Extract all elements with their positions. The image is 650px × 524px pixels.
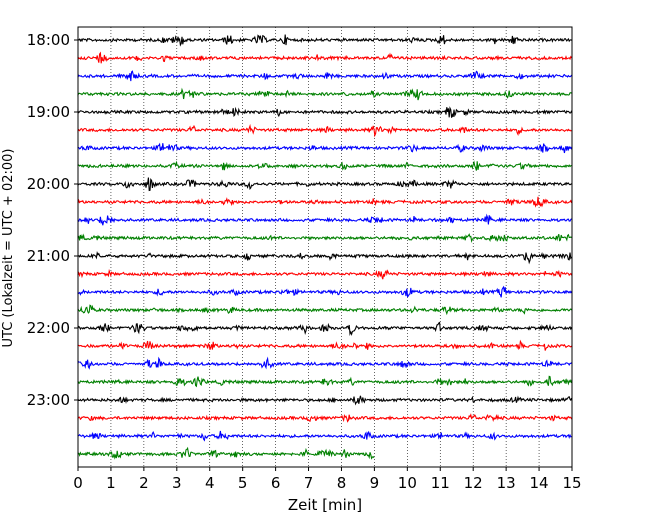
y-tick-label: 19:00 [27, 103, 70, 121]
trace-line [77, 321, 573, 336]
trace-line [77, 375, 573, 388]
x-tick-label: 11 [431, 474, 450, 492]
x-tick-label: 4 [205, 474, 215, 492]
trace-line [77, 430, 572, 442]
trace-line [77, 106, 573, 118]
x-tick-label: 1 [106, 474, 116, 492]
trace-line [77, 34, 572, 47]
x-tick-label: 0 [73, 474, 83, 492]
trace-line [77, 250, 573, 265]
x-tick-label: 3 [172, 474, 182, 492]
x-tick-label: 14 [530, 474, 549, 492]
y-axis-label: UTC (Lokalzeit = UTC + 02:00) [1, 149, 16, 348]
grid-layer [110, 27, 540, 467]
plot-frame [77, 26, 573, 468]
trace-line [77, 285, 573, 298]
trace-line [77, 395, 573, 406]
x-tick-label: 15 [562, 474, 581, 492]
x-tick-layer: 0 1 2 3 4 5 6 7 8 9 10 11 12 13 14 15 [73, 467, 582, 492]
trace-line [77, 142, 573, 154]
y-tick-label: 20:00 [27, 175, 70, 193]
x-tick-label: 10 [398, 474, 417, 492]
trace-line [77, 356, 572, 370]
trace-line [77, 70, 573, 82]
x-tick-label: 5 [238, 474, 248, 492]
x-axis-label: Zeit [min] [288, 496, 362, 514]
y-tick-label: 23:00 [27, 391, 70, 409]
y-tick-layer: 18:00 19:00 20:00 21:00 22:00 23:00 [27, 31, 78, 409]
trace-layer [77, 34, 573, 460]
trace-line [77, 413, 573, 423]
trace-line [77, 177, 572, 192]
trace-line [77, 304, 573, 316]
trace-line [77, 268, 573, 280]
x-tick-label: 7 [304, 474, 314, 492]
trace-line [77, 123, 572, 138]
trace-line [77, 87, 572, 101]
trace-line [77, 233, 572, 243]
trace-line [77, 51, 573, 64]
x-tick-label: 2 [139, 474, 149, 492]
trace-line [77, 196, 573, 208]
x-tick-label: 13 [497, 474, 516, 492]
x-tick-label: 6 [271, 474, 281, 492]
trace-line [77, 213, 572, 226]
y-tick-label: 21:00 [27, 247, 70, 265]
x-tick-label: 9 [370, 474, 380, 492]
trace-line [77, 339, 572, 351]
y-tick-label: 22:00 [27, 319, 70, 337]
trace-line [77, 446, 375, 460]
x-tick-label: 8 [337, 474, 347, 492]
trace-line [77, 160, 572, 171]
x-tick-label: 12 [464, 474, 483, 492]
y-tick-label: 18:00 [27, 31, 70, 49]
